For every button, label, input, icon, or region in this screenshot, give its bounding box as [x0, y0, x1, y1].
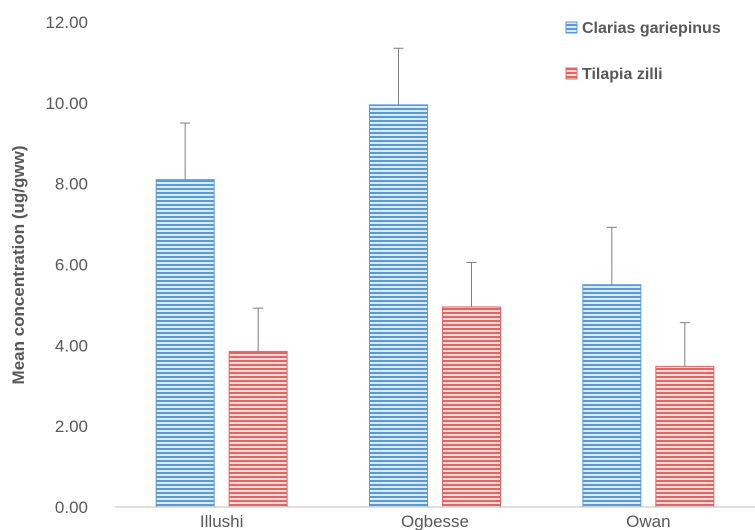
- y-axis-title: Mean concentration (ug/gww): [9, 146, 28, 385]
- y-tick-label: 2.00: [55, 417, 88, 436]
- y-tick-label: 10.00: [45, 94, 88, 113]
- bar-0-1: [369, 104, 428, 508]
- legend-swatch-1: [565, 67, 578, 80]
- y-tick-label: 12.00: [45, 13, 88, 32]
- y-tick-label: 4.00: [55, 336, 88, 355]
- y-tick-label: 6.00: [55, 256, 88, 275]
- legend-label-1: Tilapia zilli: [582, 66, 663, 83]
- y-tick-label: 0.00: [55, 498, 88, 517]
- legend-swatch-0: [565, 21, 578, 34]
- error-bars: [180, 47, 690, 367]
- category-labels: Illushi Ogbesse Owan: [200, 512, 671, 530]
- bar-1-2: [655, 365, 715, 508]
- bars: [155, 104, 715, 508]
- bar-1-0: [228, 350, 288, 508]
- y-tick-label: 8.00: [55, 175, 88, 194]
- legend: Clarias gariepinus Tilapia zilli: [565, 20, 721, 83]
- bar-1-1: [442, 306, 501, 508]
- legend-label-0: Clarias gariepinus: [582, 20, 721, 37]
- category-label: Ogbesse: [401, 512, 469, 530]
- bar-0-2: [582, 284, 642, 508]
- category-label: Owan: [626, 512, 670, 530]
- bar-0-0: [155, 179, 215, 508]
- y-axis-ticks: 0.00 2.00 4.00 6.00 8.00 10.00 12.00: [45, 13, 88, 517]
- category-label: Illushi: [200, 512, 243, 530]
